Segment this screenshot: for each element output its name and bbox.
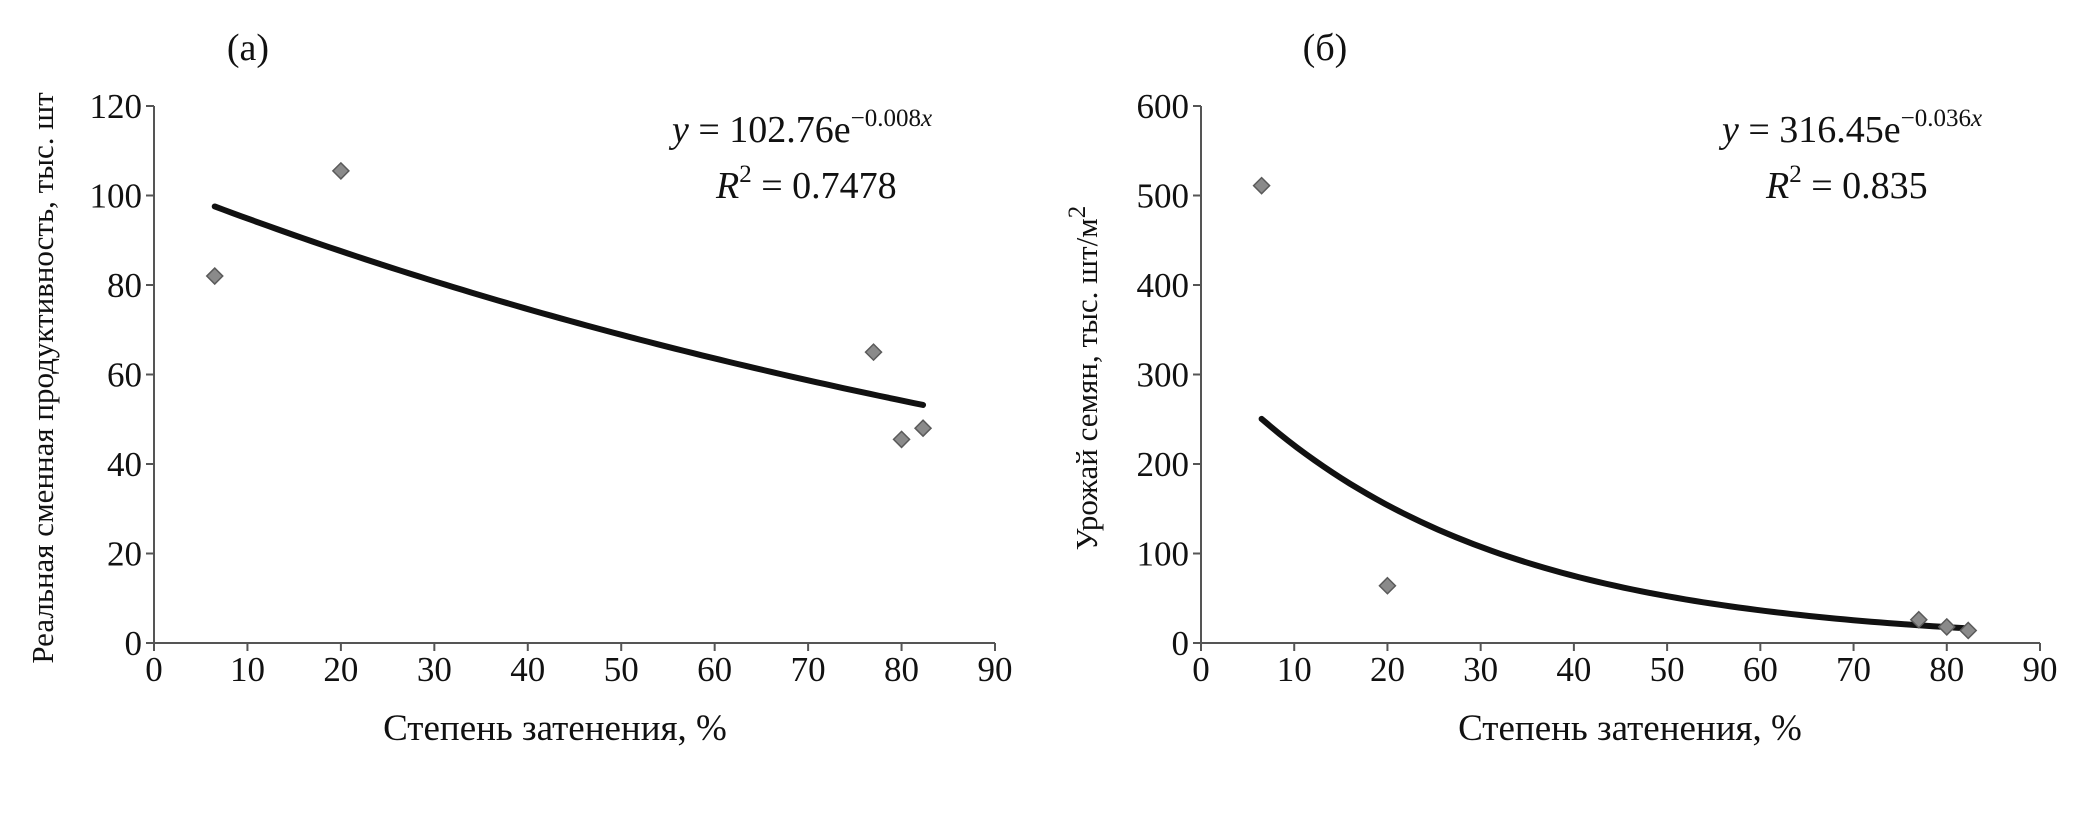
chart-a-x-tick-label: 40 (510, 650, 545, 689)
chart-b-r2-value: = 0.835 (1802, 165, 1928, 207)
chart-b-trendline (1258, 415, 1972, 632)
chart-b-y-axis-title-sup: 2 (1064, 206, 1091, 219)
chart-b-y-tick-label: 300 (1137, 356, 1190, 395)
chart-a-r2-sup: 2 (739, 161, 752, 188)
chart-b-eq-exp-var: x (1970, 105, 1982, 132)
chart-b-eq-exponent: −0.036 (1901, 105, 1971, 132)
chart-b-y-tick-label: 100 (1137, 535, 1190, 574)
chart-b-y-tick-label: 500 (1137, 177, 1190, 216)
chart-b-y-tick-label: 200 (1137, 445, 1190, 484)
chart-a-x-ticks: 0 10 20 30 40 50 60 70 80 90 (145, 643, 1013, 689)
chart-b-data-point (1252, 176, 1271, 195)
chart-a-equation: y = 102.76e−0.008x (668, 105, 932, 151)
chart-b-y-ticks: 0 100 200 300 400 500 600 (1137, 87, 1201, 663)
chart-b-x-tick-label: 20 (1370, 650, 1405, 689)
chart-a-x-tick-label: 60 (697, 650, 732, 689)
chart-a-y-tick-label: 60 (107, 356, 142, 395)
chart-b-x-tick-label: 70 (1836, 650, 1871, 689)
chart-a-eq-exponent: −0.008 (851, 105, 921, 132)
chart-a-x-tick-label: 80 (884, 650, 919, 689)
chart-a-eq-y: y (668, 109, 689, 151)
chart-a-y-tick-label: 80 (107, 266, 142, 305)
chart-a-x-tick-label: 10 (230, 650, 265, 689)
chart-a-y-ticks: 0 20 40 60 80 100 120 (90, 87, 154, 663)
chart-a-x-tick-label: 70 (791, 650, 826, 689)
chart-a-x-tick-label: 0 (145, 650, 163, 689)
chart-a: (а) 0 10 20 30 40 50 60 70 80 90 020406080100120 … (25, 27, 1013, 749)
chart-b-x-tick-label: 0 (1192, 650, 1210, 689)
chart-a-data-point (892, 430, 911, 449)
chart-a-x-tick-label: 20 (323, 650, 358, 689)
chart-a-data-point (205, 266, 224, 286)
chart-b-r2: R2 = 0.835 (1765, 161, 1928, 207)
chart-b-y-tick-label: 0 (1172, 624, 1190, 663)
chart-a-y-tick-label: 20 (107, 535, 142, 574)
chart-a-y-tick-label: 100 (90, 177, 143, 216)
chart-a-eq-exp-var: x (920, 105, 932, 132)
chart-a-trendline (211, 203, 927, 408)
chart-b-data-point (1959, 621, 1978, 640)
chart-a-panel-label: (а) (227, 27, 269, 69)
chart-b-y-axis-title: Урожай семян, тыс. шт/м2 (1064, 206, 1104, 551)
chart-b-data-point (1378, 576, 1397, 595)
chart-a-eq-coef: = 102.76e (689, 109, 851, 151)
chart-b-x-tick-label: 10 (1277, 650, 1312, 689)
chart-b-panel-label: (б) (1303, 27, 1348, 69)
chart-b-data-point (1937, 617, 1956, 636)
chart-b-x-tick-label: 90 (2023, 650, 2058, 689)
chart-a-data-point (331, 161, 350, 180)
chart-b-eq-y: y (1718, 109, 1739, 151)
chart-a-y-tick-label: 40 (107, 445, 142, 484)
chart-a-x-axis-title: Степень затенения, % (383, 708, 727, 749)
chart-b-x-tick-label: 30 (1463, 650, 1498, 689)
chart-b-x-tick-label: 50 (1650, 650, 1685, 689)
chart-b-x-tick-label: 80 (1929, 650, 1964, 689)
chart-b-eq-coef: = 316.45e (1739, 109, 1901, 151)
chart-a-y-axis-title: Реальная сменная продуктивность, тыс. шт (25, 92, 60, 664)
chart-a-y-tick-label: 0 (125, 624, 143, 663)
chart-b-y-tick-label: 400 (1137, 266, 1190, 305)
chart-a-x-tick-label: 30 (417, 650, 452, 689)
chart-b-y-axis-title-text: Урожай семян, тыс. шт/м (1069, 218, 1104, 550)
chart-a-r2-value: = 0.7478 (752, 165, 897, 207)
chart-a-x-tick-label: 90 (978, 650, 1013, 689)
chart-b-x-axis-title: Степень затенения, % (1458, 708, 1802, 749)
chart-b-x-tick-label: 60 (1743, 650, 1778, 689)
chart-a-y-tick-label: 120 (90, 87, 143, 126)
chart-a-r2: R2 = 0.7478 (715, 161, 897, 207)
chart-b-data-point (1909, 610, 1928, 629)
chart-a-r2-var: R (715, 165, 739, 207)
chart-b-x-tick-label: 40 (1556, 650, 1591, 689)
chart-b-r2-sup: 2 (1789, 161, 1802, 188)
chart-b-y-tick-label: 600 (1137, 87, 1190, 126)
chart-b-r2-var: R (1765, 165, 1789, 207)
chart-b-points (1252, 176, 1978, 640)
chart-a-points (205, 161, 933, 449)
chart-a-data-point (864, 343, 883, 362)
chart-b-x-ticks: 0 10 20 30 40 50 60 70 80 90 (1192, 643, 2058, 689)
chart-a-x-tick-label: 50 (604, 650, 639, 689)
chart-b-equation: y = 316.45e−0.036x (1718, 105, 1982, 151)
chart-b: (б) 0 10 20 30 40 50 60 70 80 90 0 100 200 300 400 500… (1064, 27, 2058, 749)
chart-a-data-point (913, 419, 933, 438)
